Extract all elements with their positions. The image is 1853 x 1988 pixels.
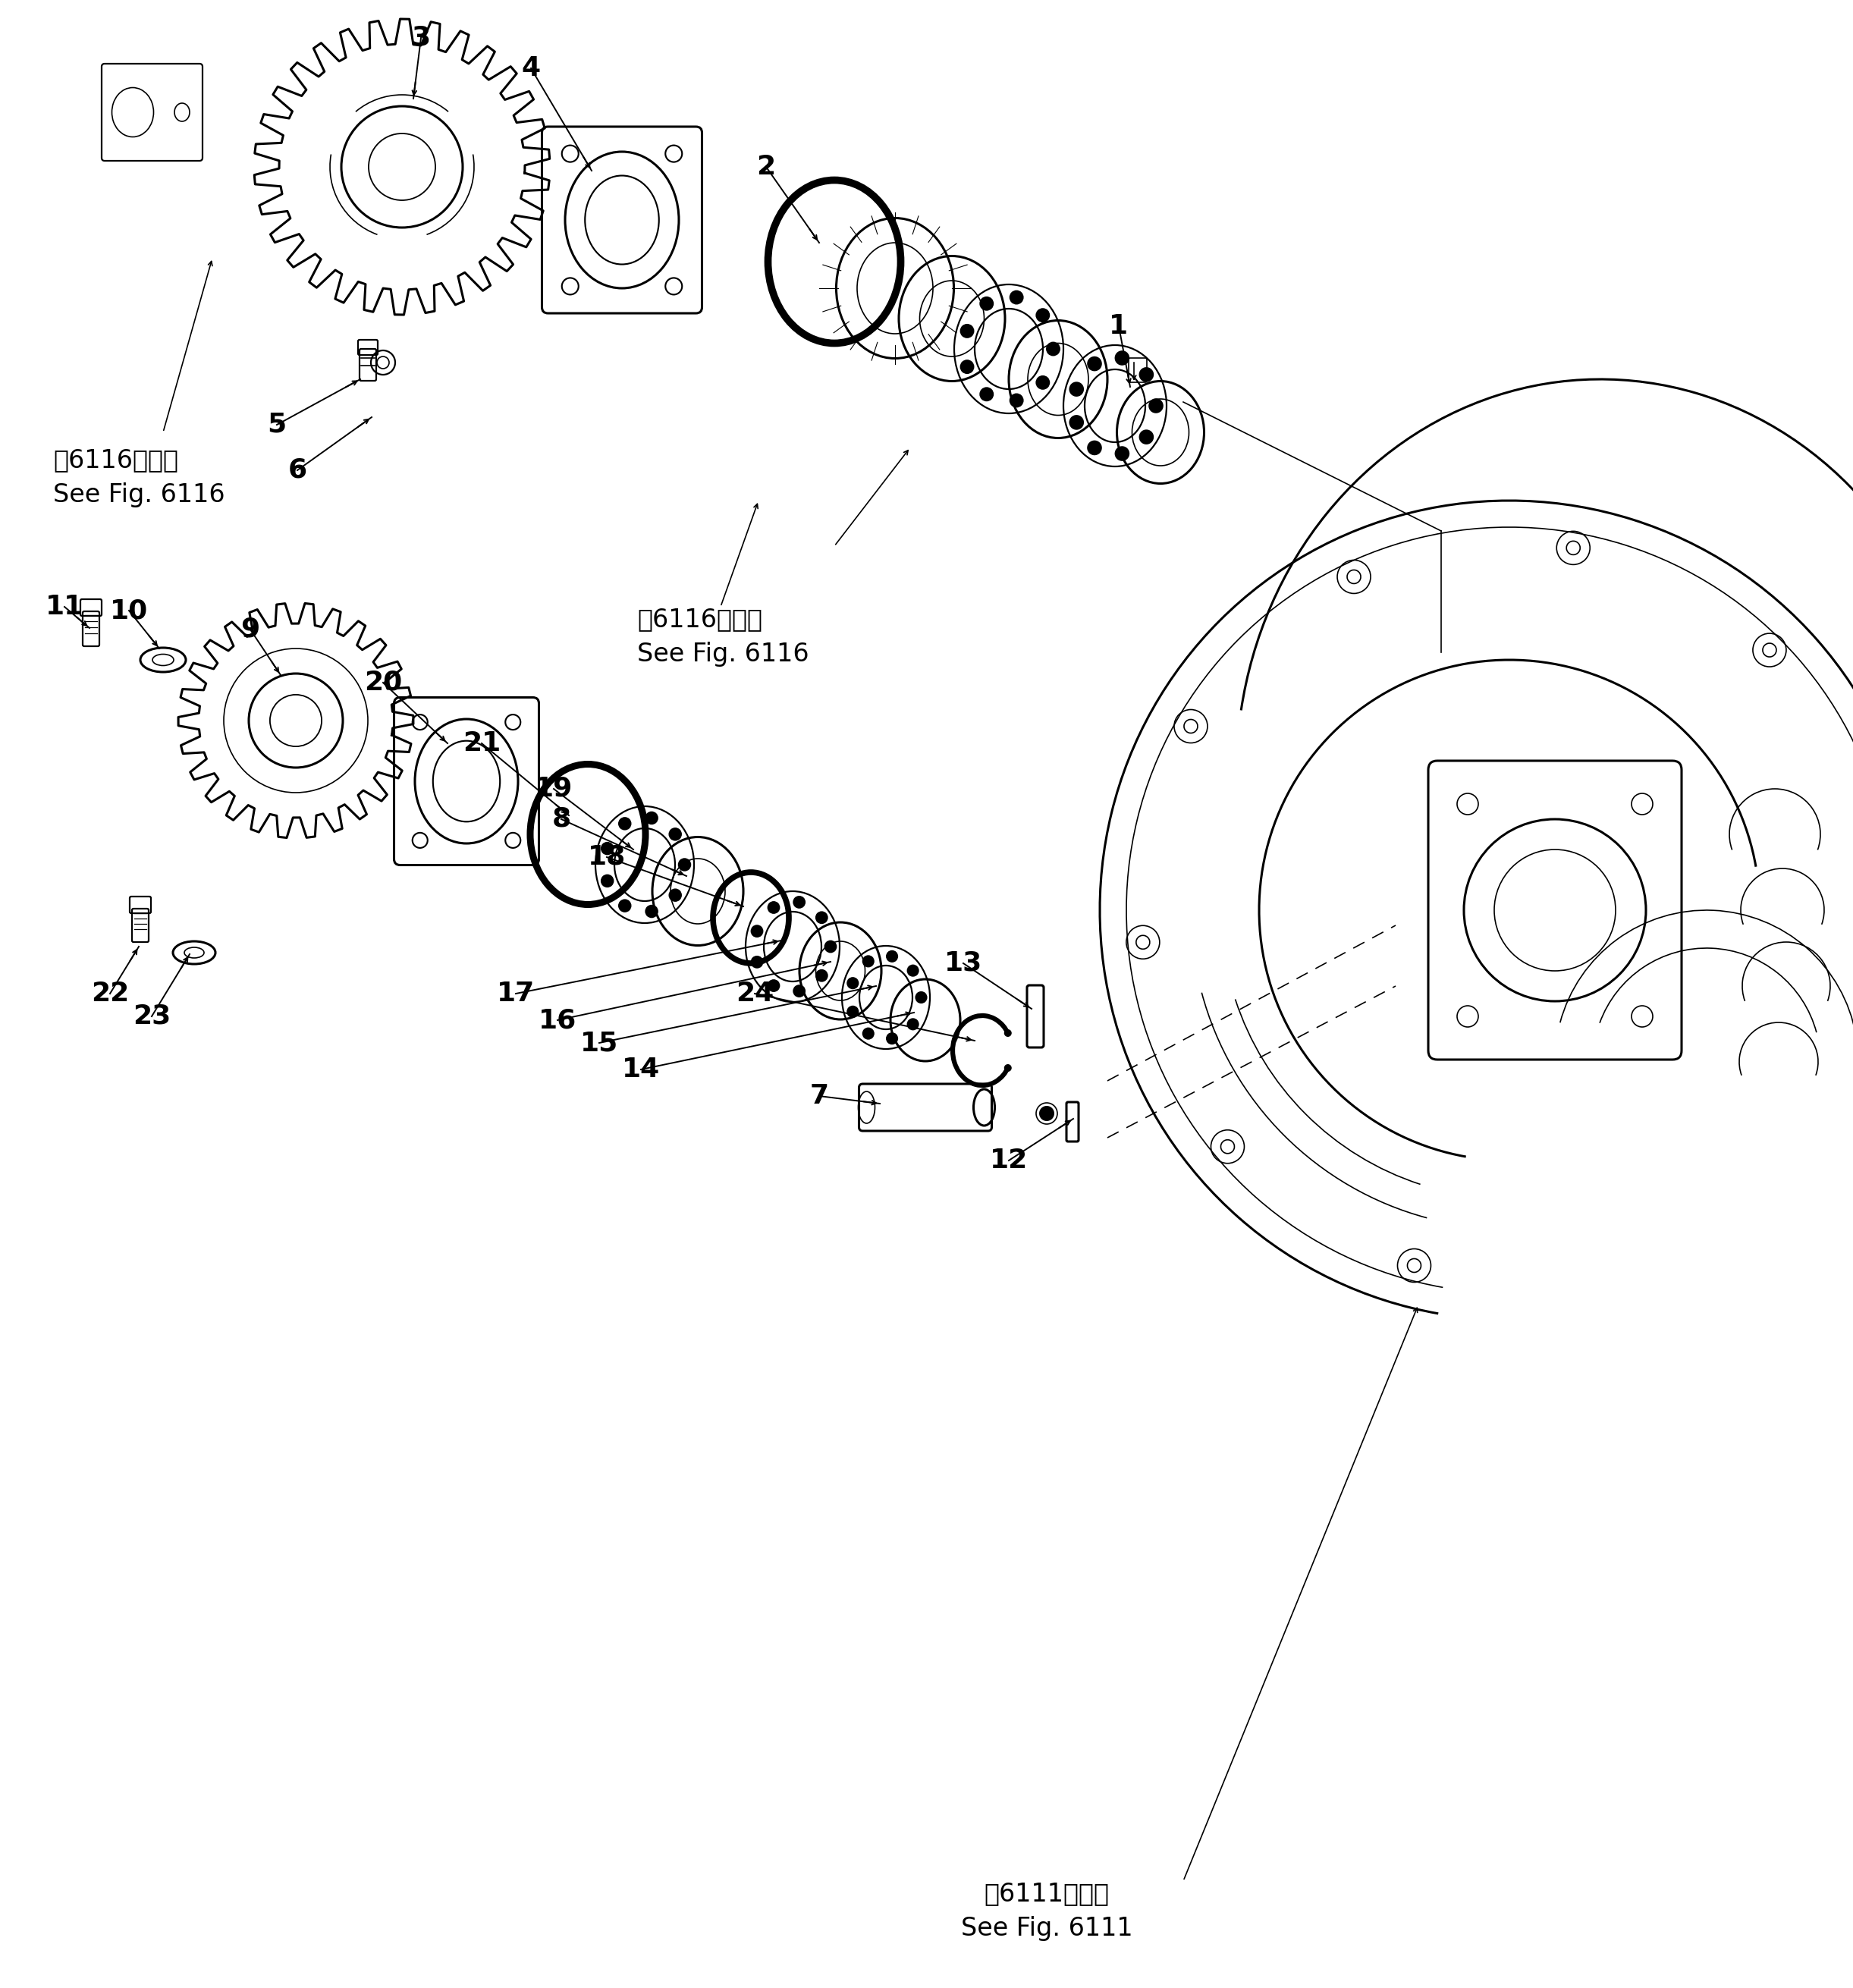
Circle shape [1069,382,1084,398]
Text: 16: 16 [539,1008,576,1034]
Circle shape [1040,1105,1054,1121]
Circle shape [619,899,632,912]
Text: 9: 9 [241,616,259,642]
Text: 11: 11 [46,594,83,620]
Circle shape [847,1006,860,1018]
Circle shape [1116,350,1130,366]
Circle shape [1088,356,1103,372]
Circle shape [960,360,975,374]
Text: 13: 13 [945,950,982,976]
Text: 第6116図参照
See Fig. 6116: 第6116図参照 See Fig. 6116 [54,447,224,507]
Circle shape [980,388,993,402]
Circle shape [1045,342,1060,356]
Text: 6: 6 [287,457,308,483]
Circle shape [862,954,875,968]
Circle shape [1140,429,1154,445]
Circle shape [767,901,780,914]
Text: 2: 2 [756,153,776,179]
Text: 5: 5 [267,412,287,437]
Circle shape [600,875,613,887]
Circle shape [825,940,838,952]
Circle shape [619,817,632,831]
Text: 第6111図参照
See Fig. 6111: 第6111図参照 See Fig. 6111 [960,1881,1132,1940]
Text: 10: 10 [109,598,148,624]
Circle shape [1004,1064,1012,1072]
Text: 22: 22 [91,980,130,1006]
Circle shape [750,956,763,968]
Circle shape [960,324,975,338]
Circle shape [847,976,860,990]
Text: 12: 12 [990,1147,1028,1173]
Circle shape [886,1032,899,1044]
Circle shape [862,1028,875,1040]
Circle shape [1004,1030,1012,1038]
Text: 14: 14 [623,1056,660,1081]
Circle shape [767,980,780,992]
Circle shape [906,1018,919,1030]
Text: 15: 15 [580,1030,619,1056]
Circle shape [750,924,763,938]
Circle shape [1036,308,1051,322]
Circle shape [815,911,828,924]
Text: 3: 3 [411,26,430,52]
Circle shape [1088,441,1103,455]
Text: 23: 23 [133,1004,170,1030]
Circle shape [906,964,919,976]
Circle shape [600,841,613,855]
Text: 18: 18 [587,845,626,871]
Circle shape [980,296,993,310]
Circle shape [678,859,691,871]
Circle shape [793,897,806,909]
Text: 4: 4 [521,56,541,82]
Circle shape [886,950,899,962]
Text: 17: 17 [497,980,536,1006]
Text: 19: 19 [536,775,573,801]
Circle shape [645,905,658,918]
Circle shape [1149,398,1164,414]
Circle shape [1010,290,1023,304]
Circle shape [815,970,828,982]
Circle shape [1036,376,1051,390]
Circle shape [1116,445,1130,461]
Text: 第6116図参照
See Fig. 6116: 第6116図参照 See Fig. 6116 [637,606,810,666]
Circle shape [669,827,682,841]
Text: 7: 7 [810,1083,828,1109]
Text: 8: 8 [552,807,571,833]
Text: 1: 1 [1110,314,1128,340]
Text: 21: 21 [463,730,500,755]
Circle shape [1140,368,1154,382]
Circle shape [1069,415,1084,429]
Circle shape [645,811,658,825]
Text: 20: 20 [363,670,402,696]
Circle shape [669,889,682,903]
Text: 24: 24 [736,980,775,1006]
Circle shape [1010,394,1023,408]
Circle shape [793,984,806,998]
Circle shape [915,992,926,1004]
